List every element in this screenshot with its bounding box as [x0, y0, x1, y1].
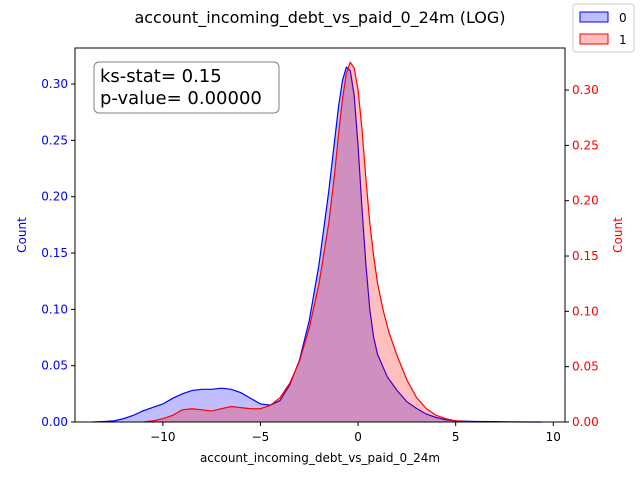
y-left-tick-label: 0.05	[41, 359, 68, 373]
legend-label-series-1: 1	[619, 33, 627, 47]
y-right-tick-label: 0.25	[572, 138, 599, 152]
stats-annotation-box	[93, 61, 280, 114]
y-right-tick-label: 0.05	[572, 360, 599, 374]
y-right-tick-label: 0.15	[572, 249, 599, 263]
p-value-text: p-value= 0.00000	[100, 88, 262, 109]
y-right-tick-label: 0.30	[572, 83, 599, 97]
y-right-tick-label: 0.00	[572, 415, 599, 429]
x-tick-label: 10	[546, 430, 561, 444]
ks-stat-text: ks-stat= 0.15	[100, 66, 222, 87]
y-left-axis-ticks: 0.00 0.05 0.10 0.15 0.20 0.25 0.30	[41, 77, 75, 429]
legend-frame	[572, 3, 635, 53]
series-1-line	[143, 61, 476, 423]
stats-annotation: ks-stat= 0.15 p-value= 0.00000	[93, 61, 280, 114]
x-tick-label: −10	[150, 430, 175, 444]
y-left-tick-label: 0.25	[41, 133, 68, 147]
legend-swatch-series-1	[579, 33, 609, 45]
series-0-line	[92, 66, 542, 423]
y-left-tick-label: 0.20	[41, 190, 68, 204]
y-right-axis-ticks: 0.00 0.05 0.10 0.15 0.20 0.25 0.30	[565, 83, 599, 429]
series-0-area	[92, 67, 542, 423]
y-left-tick-label: 0.30	[41, 77, 68, 91]
series-layer	[92, 61, 542, 423]
y-right-tick-label: 0.20	[572, 194, 599, 208]
y-left-axis-label: Count	[15, 217, 29, 253]
x-axis-label: account_incoming_debt_vs_paid_0_24m	[200, 451, 440, 465]
legend: 0 1	[572, 3, 635, 53]
legend-swatch-series-0	[579, 11, 609, 23]
y-left-tick-label: 0.00	[41, 415, 68, 429]
x-tick-label: 5	[452, 430, 460, 444]
x-tick-label: 0	[354, 430, 362, 444]
y-right-axis-label: Count	[611, 217, 625, 253]
legend-label-series-0: 0	[619, 11, 627, 25]
y-right-tick-label: 0.10	[572, 304, 599, 318]
y-left-tick-label: 0.15	[41, 246, 68, 260]
x-axis-ticks: −10 −5 0 5 10	[150, 422, 561, 444]
chart-title: account_incoming_debt_vs_paid_0_24m (LOG…	[134, 8, 505, 28]
plot-frame	[74, 47, 566, 423]
y-left-tick-label: 0.10	[41, 302, 68, 316]
x-tick-label: −5	[252, 430, 270, 444]
series-1-area	[143, 62, 476, 422]
